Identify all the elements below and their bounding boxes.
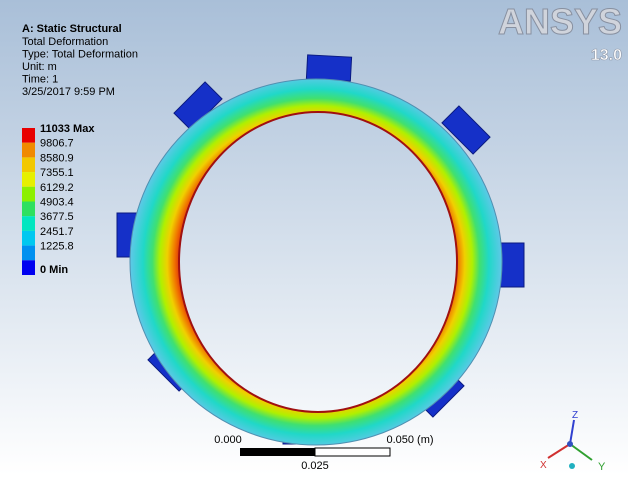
triad-x: X (540, 460, 547, 471)
legend-label: 1225.8 (40, 241, 74, 253)
legend-label: 9806.7 (40, 138, 74, 150)
scale-right: 0.050 (m) (386, 434, 433, 446)
scale-segment (240, 448, 315, 456)
triad-y: Y (598, 461, 606, 473)
legend-label: 8580.9 (40, 152, 74, 164)
tab (306, 55, 351, 81)
legend-label: 7355.1 (40, 167, 74, 179)
ring-hole (179, 112, 457, 412)
triad-ball (569, 463, 575, 469)
logo-version: 13.0 (591, 47, 622, 64)
legend-label: 4903.4 (40, 197, 74, 209)
header-line: Unit: m (22, 61, 57, 73)
legend-swatch (22, 202, 35, 217)
header-title: A: Static Structural (22, 23, 122, 35)
legend-label: 6129.2 (40, 182, 74, 194)
legend-swatch (22, 172, 35, 187)
legend-swatch (22, 128, 35, 143)
legend-label: 0 Min (40, 264, 68, 276)
scale-left: 0.000 (214, 434, 242, 446)
legend-swatch (22, 187, 35, 202)
legend-swatch (22, 216, 35, 231)
legend-swatch (22, 260, 35, 275)
legend-label: 3677.5 (40, 211, 74, 223)
header-line: 3/25/2017 9:59 PM (22, 86, 115, 98)
triad-z: Z (572, 410, 578, 421)
tab (500, 243, 524, 287)
scale-bar (240, 448, 390, 456)
logo-brand: ANSYS (498, 1, 622, 42)
triad-origin (567, 441, 573, 447)
header-line: Type: Total Deformation (22, 49, 138, 61)
scale-middle: 0.025 (301, 460, 329, 472)
legend-swatch (22, 246, 35, 261)
legend-label: 2451.7 (40, 226, 74, 238)
legend-label: 11033 Max (40, 123, 95, 135)
scale-segment (315, 448, 390, 456)
header-line: Time: 1 (22, 74, 58, 86)
legend-swatch (22, 157, 35, 172)
header-line: Total Deformation (22, 36, 108, 48)
viewport: A: Static Structural Total DeformationTy… (0, 0, 628, 475)
legend-swatch (22, 231, 35, 246)
legend-swatch (22, 143, 35, 158)
